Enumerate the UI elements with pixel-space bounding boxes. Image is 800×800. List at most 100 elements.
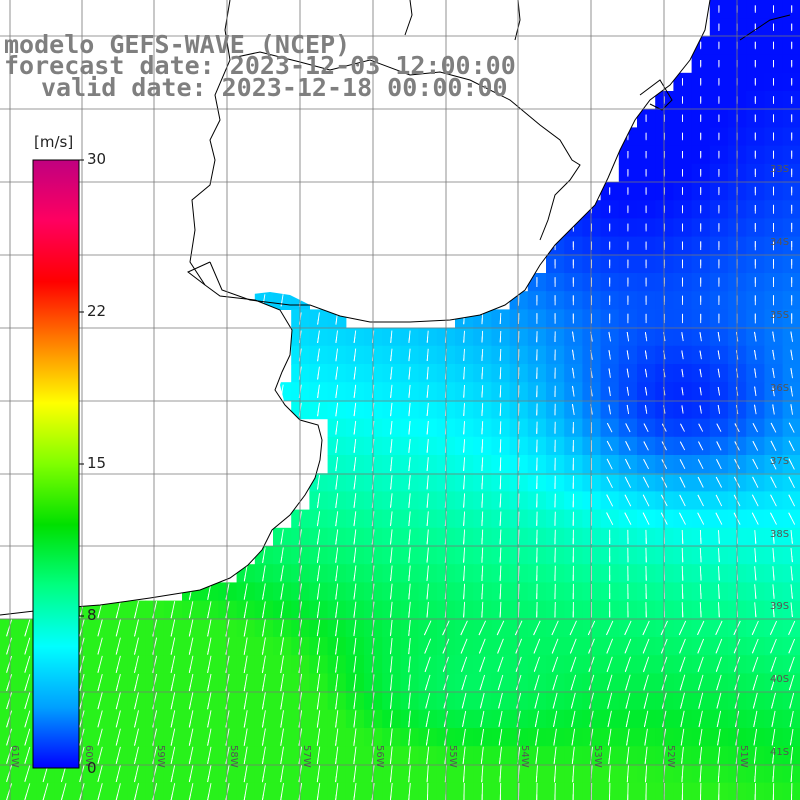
wind-arrow [463, 403, 465, 416]
wind-arrow [481, 366, 484, 380]
wind-arrow [588, 674, 595, 691]
wind-arrow [424, 674, 431, 691]
wind-arrow [715, 620, 723, 636]
wind-arrow [335, 547, 339, 563]
wind-arrow [717, 728, 721, 746]
wind-arrow [644, 332, 648, 342]
wind-arrow [207, 710, 212, 728]
wind-arrow [335, 330, 338, 343]
wind-arrow [753, 746, 757, 764]
latitude-label: 35S [770, 310, 789, 321]
wind-arrow [697, 656, 704, 672]
wind-arrow [353, 746, 357, 764]
wind-arrow [316, 601, 321, 618]
wind-arrow [316, 511, 321, 527]
wind-arrow [115, 673, 121, 692]
longitude-labels: 61W 60W 59W 58W 57W 56W 55W 54W 53W 52W 51W [9, 745, 749, 768]
wind-arrow [788, 494, 796, 507]
latitude-labels: 33S 34S 35S 36S 37S 38S 39S 40S 41S [770, 164, 789, 758]
wind-arrow [788, 458, 795, 470]
wind-arrow [408, 348, 411, 362]
wind-arrow [408, 547, 411, 563]
wind-arrow [553, 710, 558, 727]
wind-arrow [679, 494, 686, 507]
wind-arrow [481, 439, 484, 453]
wind-arrow [134, 728, 139, 746]
wind-arrow [335, 746, 339, 764]
wind-arrow [316, 547, 321, 563]
coastline-segment [189, 0, 231, 286]
wind-arrow [426, 493, 429, 508]
wind-arrow [515, 638, 523, 654]
longitude-label: 60W [83, 745, 94, 768]
wind-arrow [408, 457, 411, 472]
wind-arrow [481, 583, 484, 600]
wind-arrow [390, 692, 393, 709]
wind-arrow [389, 746, 393, 765]
wind-arrow [460, 620, 468, 636]
wind-arrow [478, 620, 487, 636]
wind-arrow [243, 710, 248, 728]
wind-arrow [499, 511, 502, 526]
wind-arrow [335, 366, 339, 380]
wind-arrow [644, 387, 648, 396]
wind-arrow [335, 384, 339, 398]
wind-arrow [698, 423, 704, 432]
latitude-label: 38S [770, 529, 789, 540]
wind-arrow [517, 421, 520, 435]
wind-arrow [570, 674, 577, 691]
wind-arrow [552, 692, 558, 709]
wind-arrow [463, 583, 466, 600]
wind-arrow [626, 746, 630, 764]
wind-arrow [390, 547, 393, 563]
wind-arrow [481, 601, 484, 618]
wind-arrow [697, 674, 704, 691]
wind-arrow [335, 583, 339, 600]
wind-arrow [243, 619, 248, 637]
wind-arrow [479, 692, 485, 709]
coastline-segment [739, 14, 791, 41]
wind-arrow [517, 493, 520, 508]
wind-arrow [624, 458, 631, 470]
wind-arrow [480, 710, 485, 727]
wind-arrow [499, 493, 502, 508]
coastline-segment [231, 51, 581, 241]
title-model: modelo GEFS-WAVE (NCEP) [4, 30, 351, 59]
wind-arrow [498, 692, 503, 709]
wind-arrow [626, 764, 629, 783]
wind-arrow [716, 692, 722, 709]
wind-arrow [499, 348, 502, 361]
wind-arrow [772, 764, 775, 783]
wind-arrow [243, 692, 248, 710]
wind-arrow [280, 746, 284, 764]
wind-arrow [134, 692, 139, 710]
wind-arrow [262, 583, 266, 600]
wind-arrow [752, 458, 759, 470]
wind-arrow [697, 638, 705, 654]
wind-arrow [790, 530, 793, 544]
wind-arrow [643, 423, 649, 433]
wind-arrow [697, 512, 705, 525]
wind-arrow [280, 619, 284, 637]
wind-arrow [207, 637, 212, 655]
wind-arrow [624, 638, 632, 654]
wind-arrow [770, 494, 777, 507]
wind-arrow [751, 512, 759, 525]
wind-arrow [699, 368, 702, 378]
wind-arrow [316, 783, 321, 800]
wind-arrow [681, 565, 684, 581]
wind-arrow [752, 440, 759, 451]
wind-arrow [97, 655, 103, 673]
wind-arrow [390, 511, 393, 527]
wind-arrow [645, 764, 648, 783]
wind-arrow [789, 692, 795, 709]
wind-arrow [353, 783, 357, 800]
wind-arrow [790, 331, 793, 342]
colorbar-tick-label: 15 [87, 454, 107, 472]
wind-arrow [6, 765, 13, 782]
wind-arrow [335, 402, 339, 417]
wind-arrow [625, 423, 631, 433]
wind-arrow [261, 728, 266, 746]
wind-arrow [261, 764, 266, 783]
wind-arrow [606, 620, 614, 636]
